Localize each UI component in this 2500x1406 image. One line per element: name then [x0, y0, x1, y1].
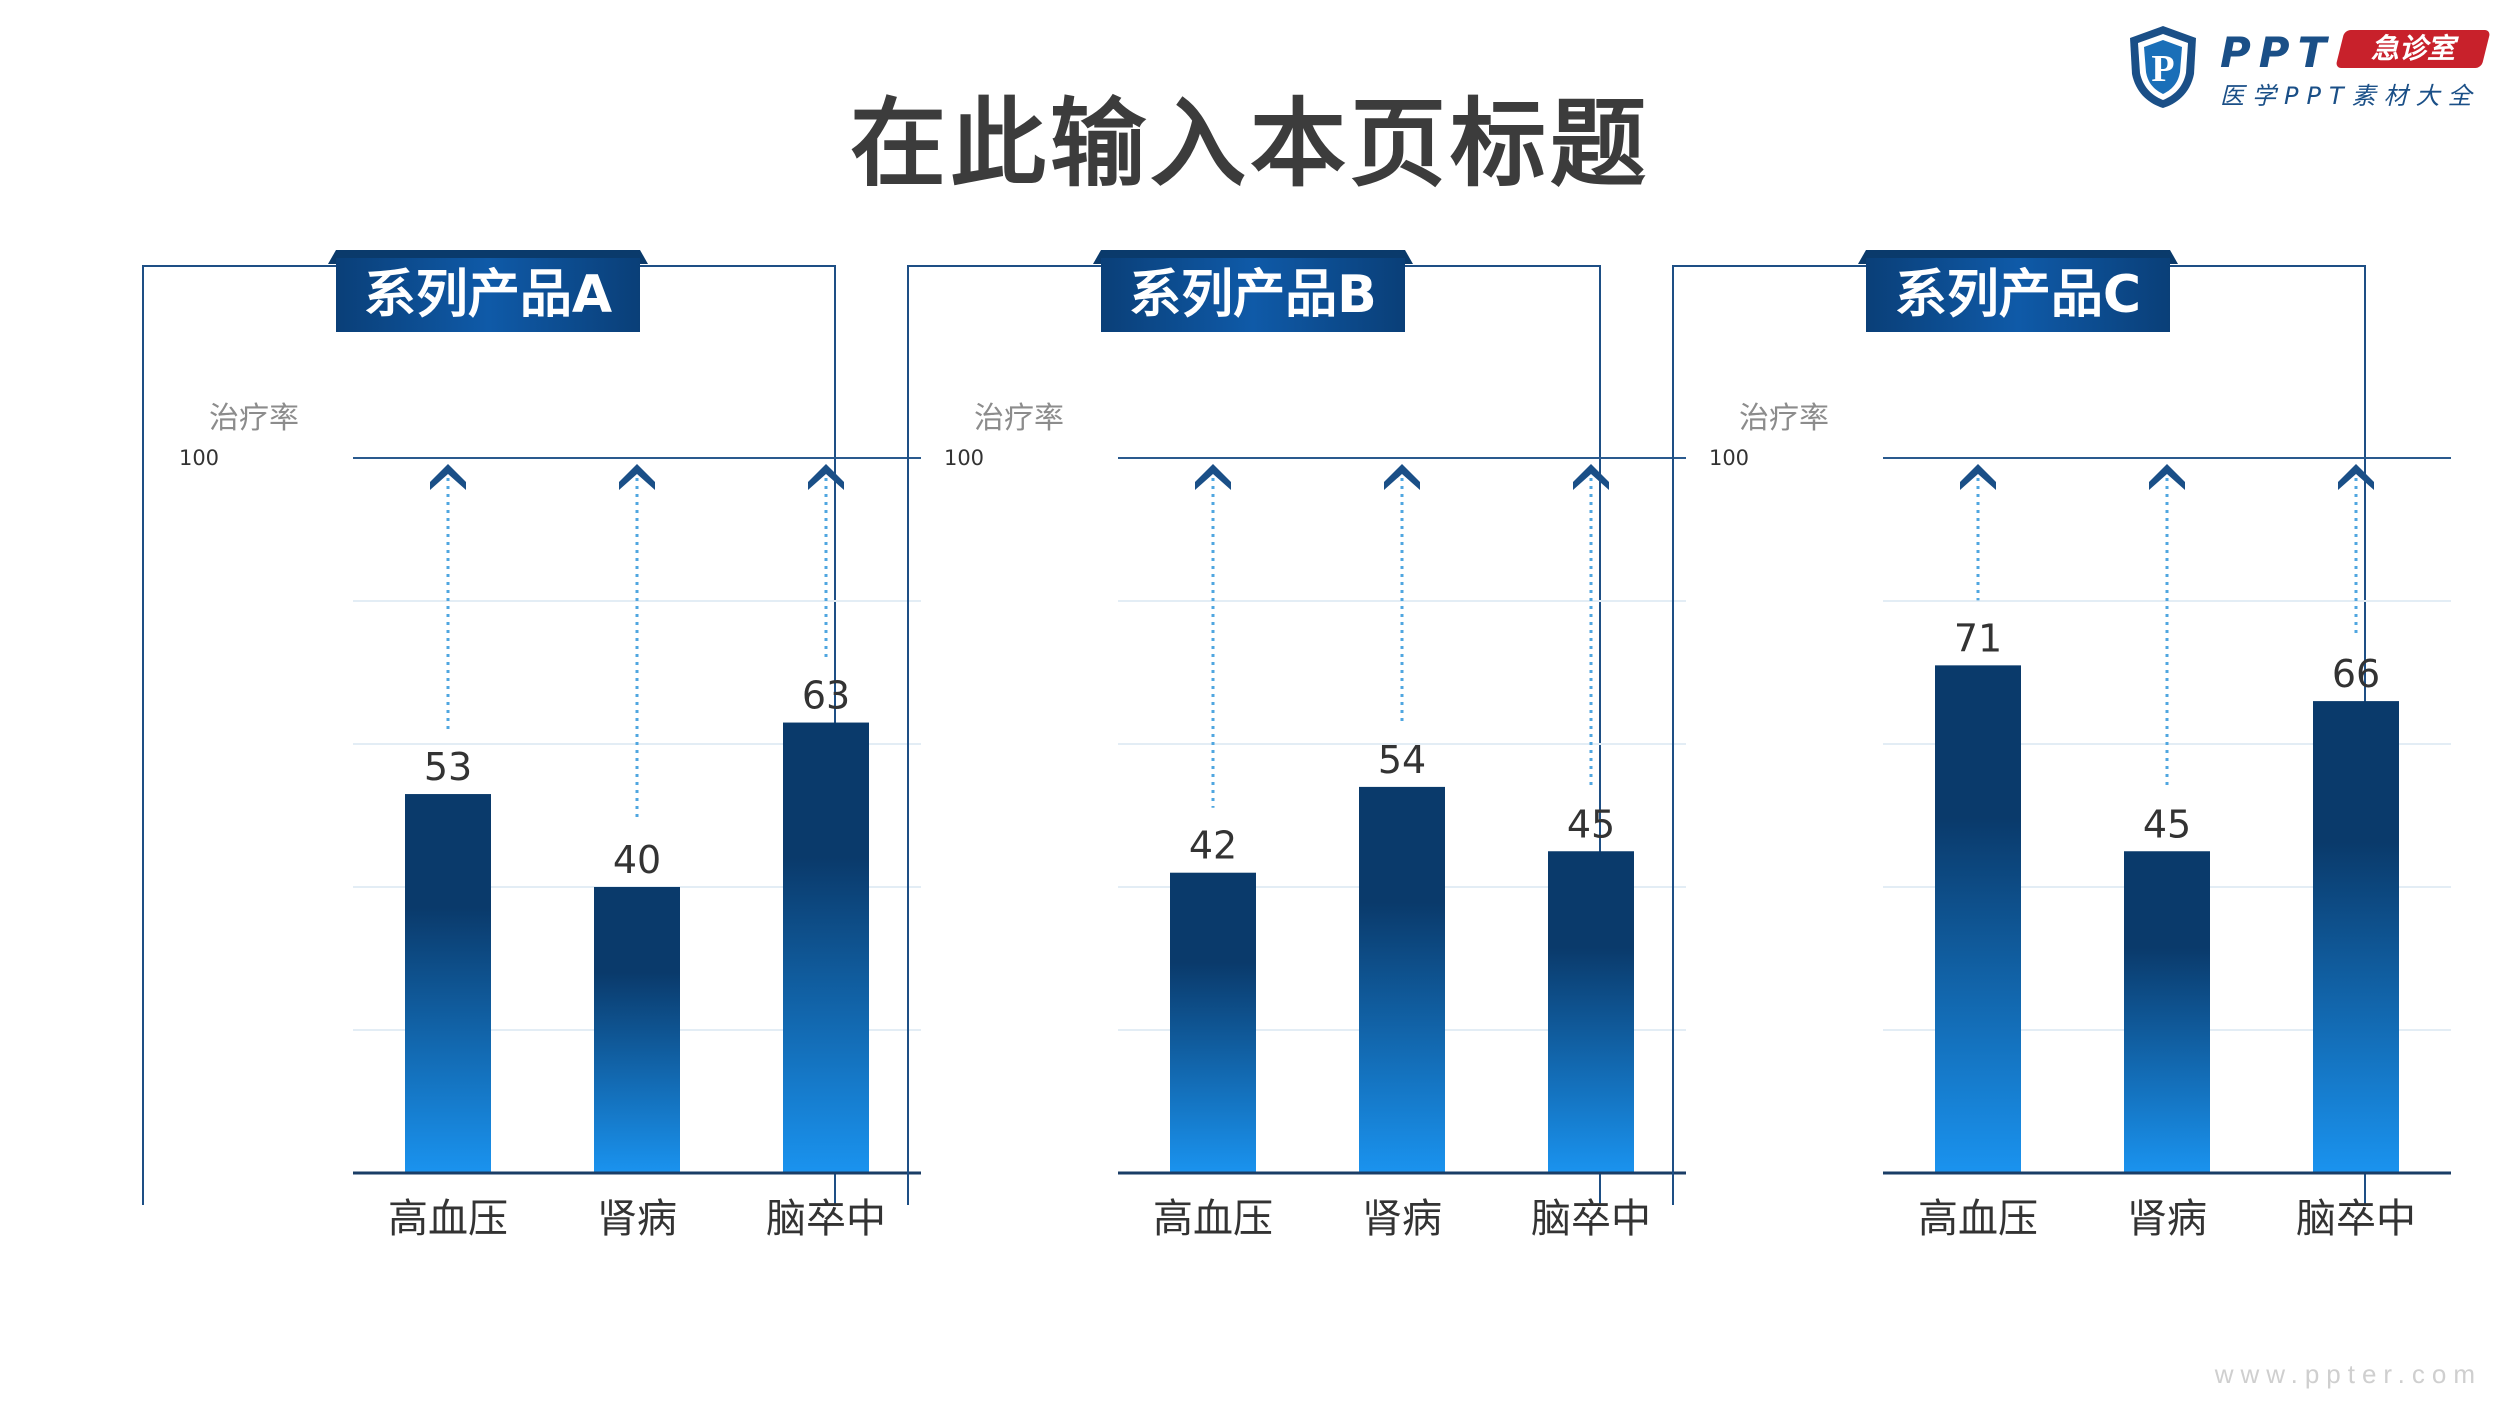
panel-tab — [336, 258, 640, 332]
x-tick-label: 肾病 — [1362, 1196, 1442, 1242]
bar — [783, 722, 869, 1173]
x-tick-label: 肾病 — [597, 1196, 677, 1242]
bar-value-label: 63 — [802, 674, 850, 718]
y-axis-label: 治疗率 — [1739, 401, 1829, 436]
chart-panel: 系列产品C 治疗率 100 71 高血压 45 肾病 66 脑卒中 — [1672, 250, 2451, 1242]
bar-value-label: 53 — [424, 745, 472, 789]
chevron-up-icon — [1384, 464, 1420, 490]
bar — [1359, 786, 1445, 1173]
y-tick-label: 100 — [179, 446, 219, 470]
x-tick-label: 脑卒中 — [1531, 1196, 1651, 1242]
chart-title: 系列产品B — [1129, 265, 1377, 325]
bar-value-label: 54 — [1378, 738, 1426, 782]
bar-value-label: 45 — [1567, 802, 1615, 846]
y-tick-label: 100 — [944, 446, 984, 470]
bar-value-label: 45 — [2143, 802, 2191, 846]
panel-tab — [1866, 258, 2170, 332]
bar — [2313, 701, 2399, 1173]
x-tick-label: 肾病 — [2127, 1196, 2207, 1242]
logo-subtitle: 医学PPT素材大全 — [2220, 82, 2480, 110]
bar-value-label: 40 — [613, 838, 661, 882]
bar-value-label: 42 — [1189, 824, 1237, 868]
page-title: 在此输入本页标题 — [850, 88, 1650, 200]
brand-logo: P PPT 急诊室 医学PPT素材大全 — [2126, 24, 2491, 114]
y-tick-label: 100 — [1709, 446, 1749, 470]
chevron-up-icon — [808, 464, 844, 490]
x-tick-label: 高血压 — [388, 1196, 508, 1242]
x-tick-label: 高血压 — [1918, 1196, 2038, 1242]
y-axis-label: 治疗率 — [209, 401, 299, 436]
chevron-up-icon — [619, 464, 655, 490]
y-axis-label: 治疗率 — [974, 401, 1064, 436]
chevron-up-icon — [430, 464, 466, 490]
chevron-up-icon — [2149, 464, 2185, 490]
bar — [2124, 851, 2210, 1173]
x-tick-label: 脑卒中 — [766, 1196, 886, 1242]
chart-panel: 系列产品A 治疗率 100 53 高血压 40 肾病 63 脑卒中 — [142, 250, 921, 1242]
panel-tab — [1101, 258, 1405, 332]
bar — [1548, 851, 1634, 1173]
logo-name: PPT — [2220, 28, 2335, 77]
watermark: www.ppter.com — [2214, 1359, 2482, 1389]
bar — [1170, 872, 1256, 1173]
chart-title: 系列产品C — [1895, 265, 2141, 325]
x-tick-label: 高血压 — [1153, 1196, 1273, 1242]
x-tick-label: 脑卒中 — [2296, 1196, 2416, 1242]
chevron-up-icon — [2338, 464, 2374, 490]
shield-icon: P — [2130, 26, 2196, 108]
chevron-up-icon — [1573, 464, 1609, 490]
logo-mark-letter: P — [2151, 48, 2174, 90]
bar-value-label: 71 — [1954, 616, 2002, 660]
chart-title: 系列产品A — [364, 265, 612, 325]
bar — [405, 794, 491, 1173]
bar — [1935, 665, 2021, 1173]
bar-value-label: 66 — [2332, 652, 2380, 696]
chevron-up-icon — [1195, 464, 1231, 490]
chevron-up-icon — [1960, 464, 1996, 490]
bar — [594, 887, 680, 1173]
chart-panel: 系列产品B 治疗率 100 42 高血压 54 肾病 45 脑卒中 — [907, 250, 1686, 1242]
